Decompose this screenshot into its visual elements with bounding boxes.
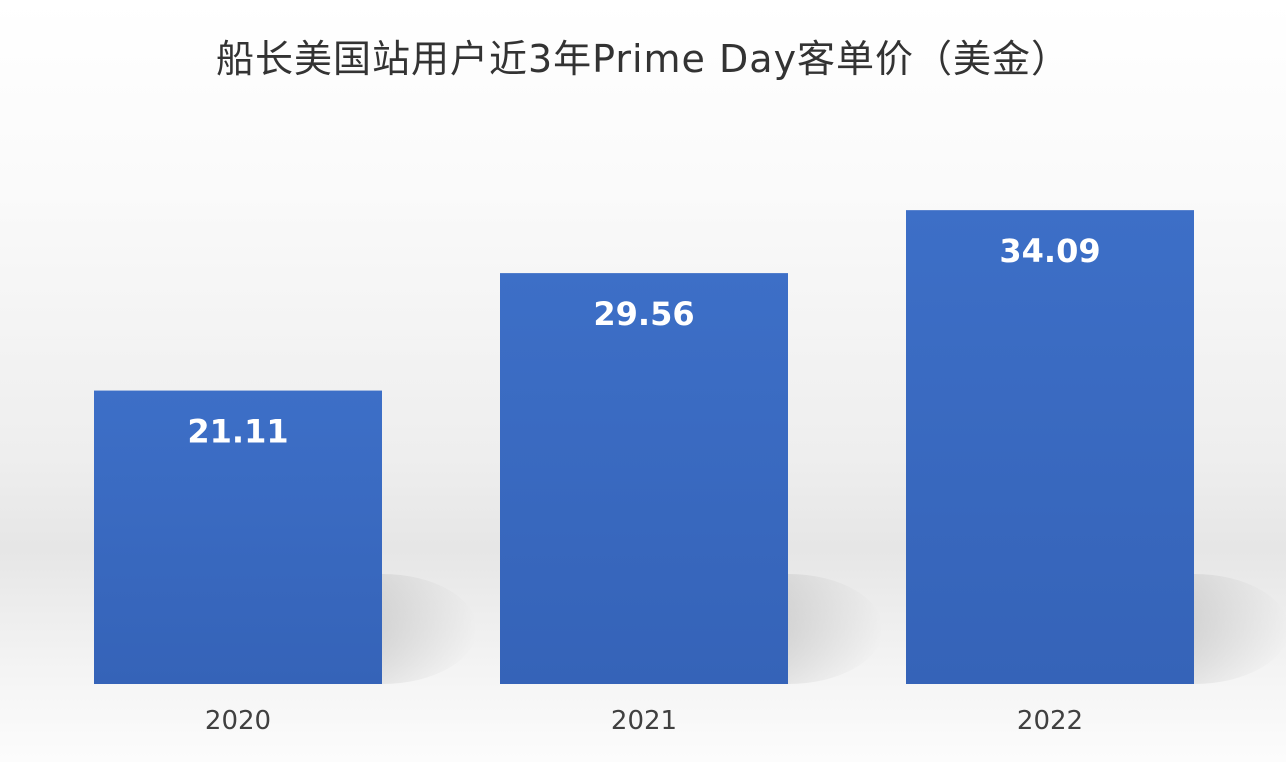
bar-2021 [500, 273, 788, 684]
x-tick-label-2022: 2022 [1017, 706, 1083, 736]
x-tick-label-2020: 2020 [205, 706, 271, 736]
bar-2022 [906, 210, 1194, 685]
value-label-2022: 34.09 [999, 232, 1100, 270]
x-tick-label-2021: 2021 [611, 706, 677, 736]
bars-group [94, 210, 1194, 685]
value-label-2020: 21.11 [187, 413, 288, 451]
bar-2020 [94, 390, 382, 684]
value-labels-group: 21.11 29.56 34.09 [187, 232, 1100, 450]
x-tick-labels-group: 2020 2021 2022 [205, 706, 1083, 736]
value-label-2021: 29.56 [593, 295, 694, 333]
chart-title: 船长美国站用户近3年Prime Day客单价（美金） [215, 37, 1071, 81]
